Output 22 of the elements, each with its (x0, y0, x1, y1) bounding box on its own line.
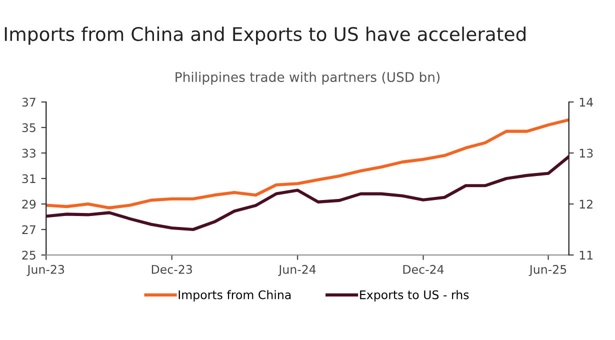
x-tick-label: Dec-24 (403, 264, 444, 274)
chart-title: Imports from China and Exports to US have accelerated (4, 26, 526, 45)
y-tick-label: 29 (22, 200, 36, 209)
y-tick-label: 35 (22, 123, 36, 132)
x-tick-label: Jun-25 (528, 264, 566, 276)
x-tick-label: Jun-24 (278, 264, 316, 276)
y-tick-label: 31 (22, 174, 36, 184)
y-tick-label: 33 (22, 148, 36, 158)
line-series (46, 118, 569, 210)
x-tick-label: Dec-23 (152, 264, 192, 274)
legend-label: Imports from China (178, 290, 291, 302)
line-series (46, 155, 569, 232)
x-tick-label: Jun-23 (26, 264, 64, 276)
y2-tick-label: 11 (580, 250, 593, 260)
y-tick-label: 25 (22, 250, 36, 260)
y-tick-label: 37 (22, 98, 36, 107)
chart-subtitle: Philippines trade with partners (USD bn) (176, 72, 440, 85)
y2-tick-label: 14 (580, 98, 593, 106)
legend-label: Exports to US - rhs (360, 290, 469, 302)
y2-tick-label: 12 (580, 200, 592, 208)
y-tick-label: 27 (22, 225, 36, 234)
y2-tick-label: 13 (580, 148, 593, 158)
